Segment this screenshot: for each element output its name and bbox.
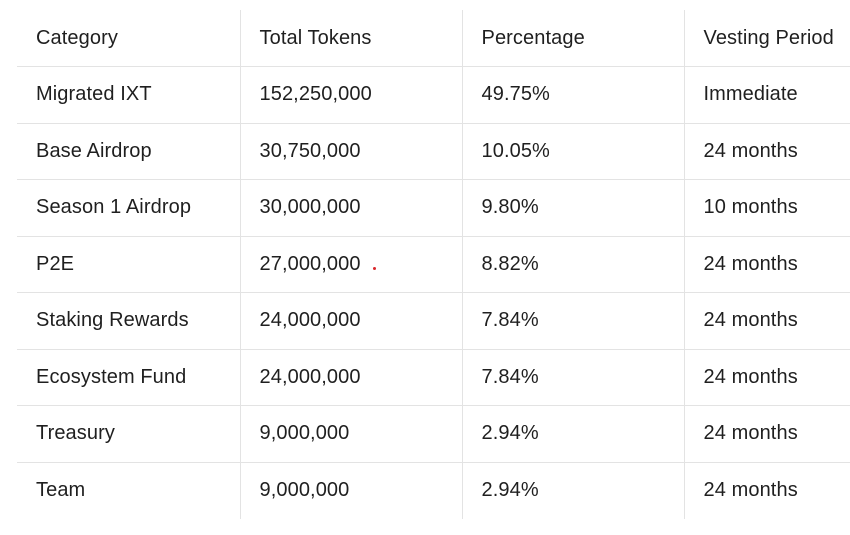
cell-total-tokens: 9,000,000 xyxy=(239,462,462,519)
cell-vesting-period: Immediate xyxy=(683,66,850,123)
header-total-tokens: Total Tokens xyxy=(239,10,462,67)
cell-category: Migrated IXT xyxy=(36,83,152,106)
table-header-row: Category Total Tokens Percentage Vesting… xyxy=(17,10,850,67)
table-row: Migrated IXT 152,250,000 49.75% Immediat… xyxy=(17,66,850,123)
cell-percentage: 9.80% xyxy=(461,179,684,236)
table-row: Season 1 Airdrop 30,000,000 9.80% 10 mon… xyxy=(17,179,850,236)
cell-percentage: 49.75% xyxy=(461,66,684,123)
cell-total-tokens: 27,000,000 xyxy=(239,236,462,293)
header-category: Category xyxy=(36,26,118,49)
cell-category: Team xyxy=(36,479,86,501)
token-allocation-table-container: Category Total Tokens Percentage Vesting… xyxy=(17,10,850,519)
cell-total-tokens: 24,000,000 xyxy=(239,292,462,349)
cell-percentage: 2.94% xyxy=(461,405,684,462)
cell-category: Staking Rewards xyxy=(36,309,189,332)
cell-total-tokens: 9,000,000 xyxy=(239,405,462,462)
cell-vesting-period: 24 months xyxy=(683,236,850,293)
cell-total-tokens: 152,250,000 xyxy=(239,66,462,123)
cell-total-tokens: 30,000,000 xyxy=(239,179,462,236)
red-dot-marker xyxy=(373,267,376,270)
table-row: Treasury 9,000,000 2.94% 24 months xyxy=(17,405,850,462)
cell-category: Ecosystem Fund xyxy=(36,365,187,388)
cell-percentage: 7.84% xyxy=(461,292,684,349)
cell-total-tokens: 24,000,000 xyxy=(239,349,462,406)
cell-category: Base Airdrop xyxy=(36,139,152,162)
cell-percentage: 7.84% xyxy=(461,349,684,406)
cell-vesting-period: 24 months xyxy=(683,349,850,406)
header-vesting-period: Vesting Period xyxy=(683,10,850,67)
table-row: Staking Rewards 24,000,000 7.84% 24 mont… xyxy=(17,292,850,349)
cell-total-tokens: 30,750,000 xyxy=(239,123,462,180)
table-row: P2E 27,000,000 8.82% 24 months xyxy=(17,236,850,293)
cell-vesting-period: 24 months xyxy=(683,123,850,180)
cell-category: Season 1 Airdrop xyxy=(36,196,192,219)
cell-percentage: 8.82% xyxy=(461,236,684,293)
header-percentage: Percentage xyxy=(461,10,684,67)
cell-category: P2E xyxy=(36,252,75,275)
cell-percentage: 2.94% xyxy=(461,462,684,519)
table-row: Ecosystem Fund 24,000,000 7.84% 24 month… xyxy=(17,349,850,406)
cell-category: Treasury xyxy=(36,422,115,445)
cell-vesting-period: 24 months xyxy=(683,292,850,349)
table-row: Base Airdrop 30,750,000 10.05% 24 months xyxy=(17,123,850,180)
table-row: Team 9,000,000 2.94% 24 months xyxy=(17,462,850,519)
cell-vesting-period: 24 months xyxy=(683,462,850,519)
cell-vesting-period: 10 months xyxy=(683,179,850,236)
token-allocation-table: Category Total Tokens Percentage Vesting… xyxy=(17,10,850,519)
cell-vesting-period: 24 months xyxy=(683,405,850,462)
cell-percentage: 10.05% xyxy=(461,123,684,180)
